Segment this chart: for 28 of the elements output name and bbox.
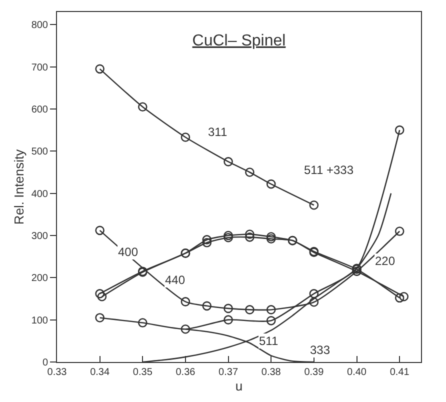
y-tick-label: 500 (31, 146, 48, 158)
y-tick-label: 200 (31, 273, 48, 284)
annotation: 400 (118, 245, 138, 259)
y-tick-label: 600 (31, 104, 48, 116)
annotation: 333 (310, 343, 330, 357)
x-tick-label: 0.37 (218, 367, 238, 378)
annotation: 511 +333 (304, 163, 354, 177)
y-tick-label: 400 (31, 188, 48, 200)
x-tick-label: 0.39 (304, 367, 324, 378)
text: CuCl– Spinel (192, 32, 286, 50)
annotation: 311 (208, 125, 228, 139)
x-tick-label: 0.38 (261, 367, 282, 378)
y-tick-label: 300 (31, 230, 48, 242)
x-tick-label: 0.36 (176, 367, 196, 378)
x-axis-title: u (235, 378, 243, 394)
annotation: 511 (259, 334, 278, 348)
y-axis-title: Rel. Intensity (11, 148, 26, 225)
x-tick-label: 0.40 (347, 367, 367, 378)
x-tick-label: 0.33 (47, 367, 68, 378)
y-tick-label: 800 (31, 20, 48, 32)
x-tick-label: 0.34 (90, 367, 110, 378)
annotation: 220 (375, 254, 396, 268)
annotation: 440 (165, 273, 186, 287)
x-tick-label: 0.41 (390, 367, 410, 378)
x-tick-label: 0.35 (132, 367, 153, 378)
y-tick-label: 0 (42, 358, 48, 368)
y-tick-label: 700 (31, 62, 48, 74)
y-tick-label: 100 (31, 315, 48, 326)
